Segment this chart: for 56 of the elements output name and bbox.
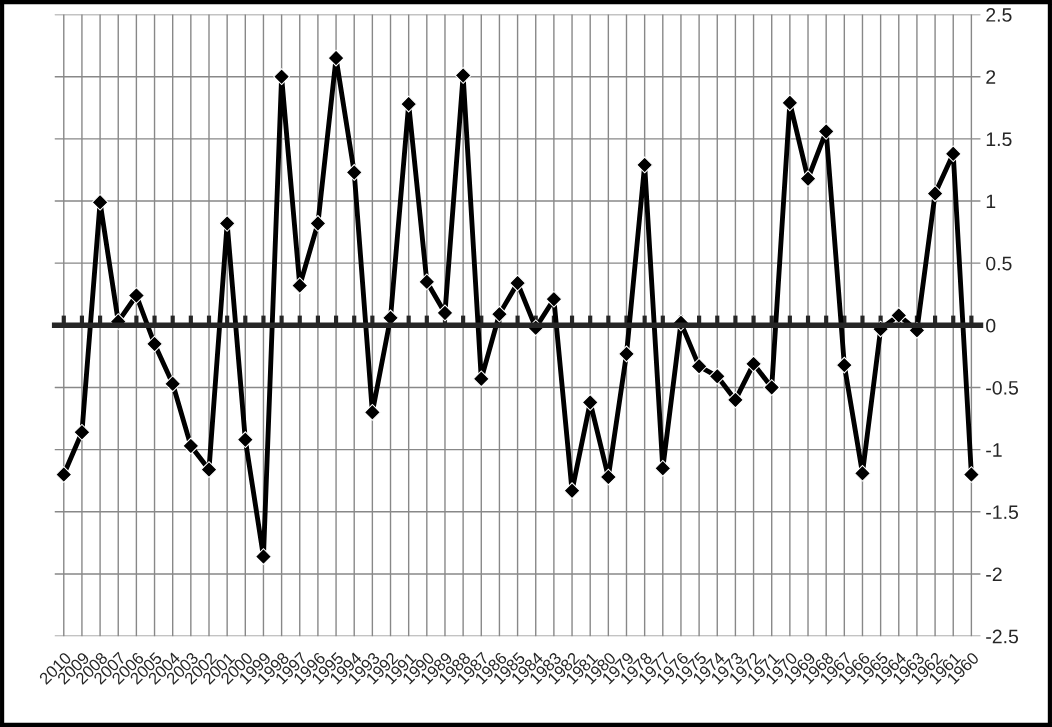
point [236,431,254,449]
point [146,335,163,353]
point [599,468,617,486]
point [835,356,853,374]
point [182,437,200,455]
point [363,403,381,421]
y-tick-label: 2.5 [986,8,1012,22]
point [727,391,744,409]
point [327,49,345,67]
point [255,548,272,565]
point [636,156,654,174]
point [854,464,871,482]
point [218,215,236,232]
point [128,287,145,304]
point [91,193,109,211]
point [781,94,799,112]
point [799,170,817,188]
y-tick-label: 1.5 [986,132,1012,147]
point [817,123,835,140]
y-tick-label: -1 [986,443,1002,457]
point [926,185,944,202]
point [708,367,726,385]
point [963,466,980,483]
point [73,423,91,441]
point [418,273,436,291]
point [654,459,672,477]
point [944,145,962,163]
point [291,277,309,294]
point [454,67,472,84]
point [618,345,635,363]
y-tick-label: 1 [986,194,996,209]
point [491,305,508,323]
y-tick-label: -2.5 [986,629,1019,644]
point [763,379,781,396]
y-tick-label: 2 [986,70,996,84]
y-tick-label: -1.5 [986,505,1019,520]
point [55,466,73,483]
y-tick-label: -2 [986,567,1002,582]
point [690,357,708,375]
point [545,290,563,308]
point [509,274,526,292]
point [273,68,290,86]
point [164,375,182,393]
point [436,304,454,322]
point [345,164,363,181]
point [309,215,327,232]
y-tick-label: 0 [986,318,996,333]
point [581,394,599,411]
point [400,95,418,113]
point [563,482,581,500]
y-tick-label: 0.5 [986,256,1012,271]
y-tick-label: -0.5 [986,380,1019,395]
point [200,461,218,478]
point [472,370,490,388]
point [890,307,908,324]
point [745,355,762,373]
